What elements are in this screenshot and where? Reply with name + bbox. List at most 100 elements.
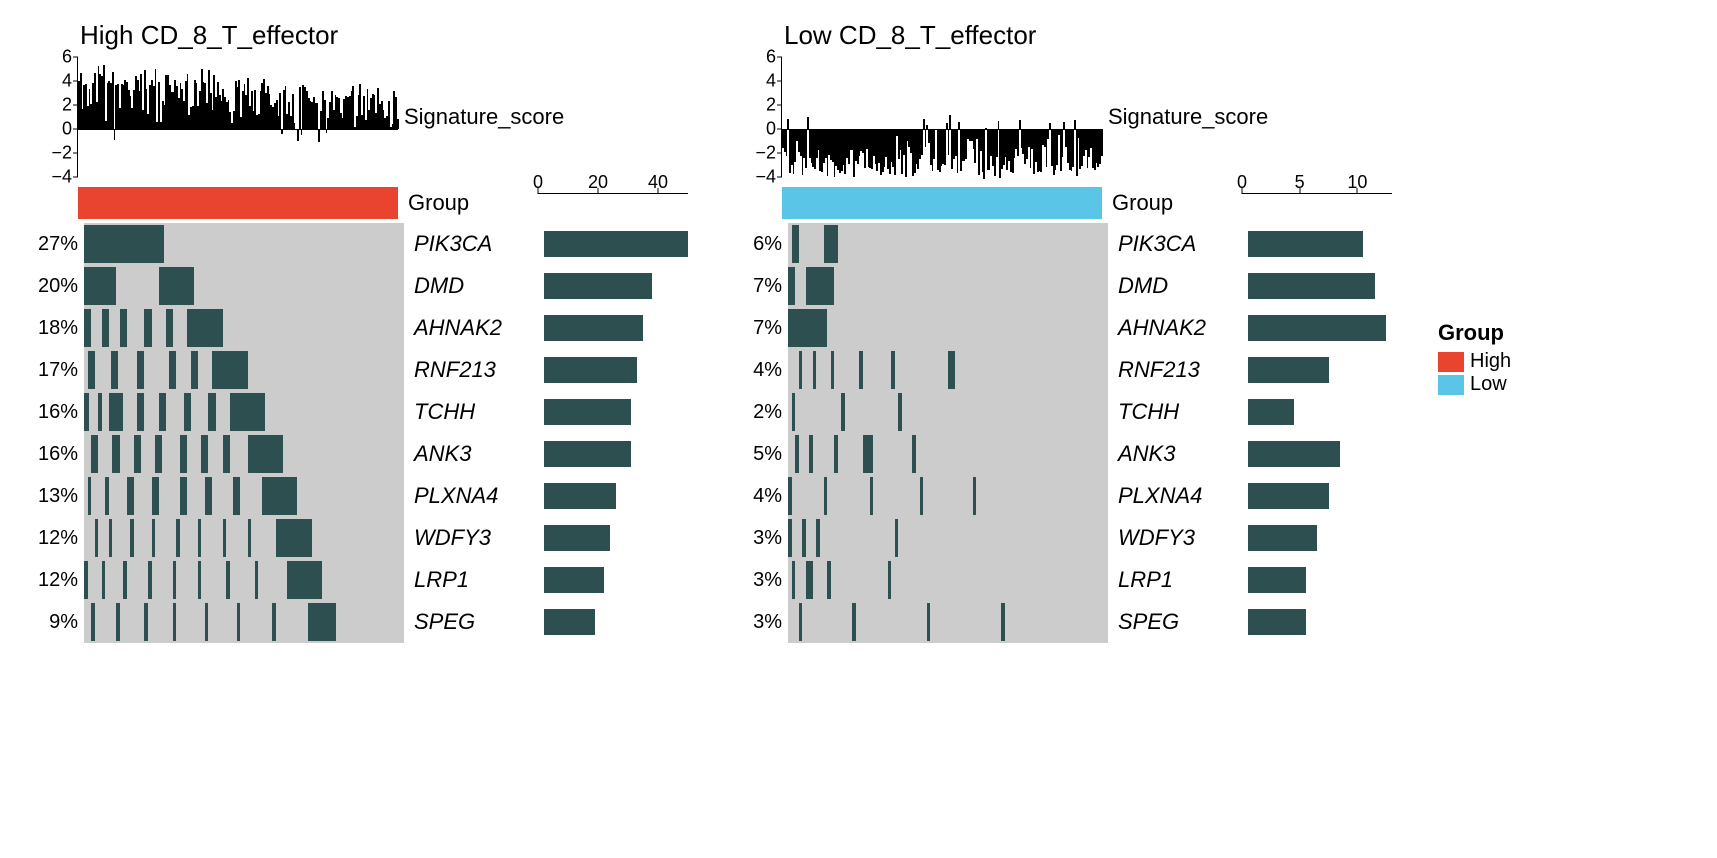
- mutation-cell: [223, 435, 230, 473]
- mutation-cell: [152, 477, 159, 515]
- mutation-percentage: 13%: [20, 475, 84, 517]
- gene-row: 12%WDFY3: [20, 517, 694, 559]
- gene-name: WDFY3: [404, 517, 524, 559]
- mutation-cell: [212, 351, 248, 389]
- waterfall-track: [84, 265, 404, 307]
- mutation-percentage: 27%: [20, 223, 84, 265]
- mutation-cell: [912, 435, 916, 473]
- mutation-cell: [137, 351, 144, 389]
- count-bar-cell: [544, 391, 694, 433]
- gene-row: 9%SPEG: [20, 601, 694, 643]
- mutation-percentage: 7%: [724, 265, 788, 307]
- count-bar: [1248, 483, 1329, 509]
- gene-name: AHNAK2: [1108, 307, 1228, 349]
- mutation-cell: [205, 477, 212, 515]
- signature-y-axis: −4−20246: [724, 57, 782, 177]
- mutation-percentage: 3%: [724, 601, 788, 643]
- mutation-cell: [137, 393, 144, 431]
- gene-name: ANK3: [404, 433, 524, 475]
- mutation-percentage: 3%: [724, 559, 788, 601]
- gene-name: PLXNA4: [404, 475, 524, 517]
- gene-row: 12%LRP1: [20, 559, 694, 601]
- count-bar-cell: [544, 307, 694, 349]
- mutation-cell: [806, 561, 813, 599]
- mutation-cell: [226, 561, 230, 599]
- axis-tick-label: −4: [755, 167, 776, 188]
- count-bar-cell: [1248, 307, 1398, 349]
- mutation-cell: [809, 435, 813, 473]
- mutation-cell: [88, 477, 92, 515]
- waterfall-track: [788, 601, 1108, 643]
- group-color-bar: [78, 187, 398, 219]
- mutation-cell: [841, 393, 845, 431]
- legend-label: Low: [1470, 373, 1507, 396]
- gene-row: 7%DMD: [724, 265, 1398, 307]
- group-legend: Group HighLow: [1438, 320, 1511, 396]
- mutation-cell: [198, 561, 202, 599]
- mutation-cell: [130, 519, 134, 557]
- waterfall-track: [788, 391, 1108, 433]
- axis-tick-label: 4: [62, 71, 72, 92]
- count-bar-cell: [1248, 559, 1398, 601]
- mutation-cell: [788, 519, 792, 557]
- mutation-cell: [863, 435, 874, 473]
- mutation-percentage: 17%: [20, 349, 84, 391]
- mutation-cell: [816, 519, 820, 557]
- mutation-cell: [262, 477, 298, 515]
- count-bar-cell: [544, 601, 694, 643]
- oncoprint-figure: High CD_8_T_effector−4−20246Signature_sc…: [20, 20, 1697, 643]
- mutation-cell: [870, 477, 874, 515]
- mutation-cell: [169, 351, 176, 389]
- mutation-cell: [112, 435, 119, 473]
- mutation-cell: [144, 309, 151, 347]
- mutation-cell: [95, 519, 99, 557]
- mutation-cell: [824, 477, 828, 515]
- mutation-cell: [84, 267, 116, 305]
- gene-row: 4%RNF213: [724, 349, 1398, 391]
- waterfall-track: [84, 559, 404, 601]
- mutation-cell: [120, 309, 127, 347]
- gene-row: 7%AHNAK2: [724, 307, 1398, 349]
- legend-title: Group: [1438, 320, 1511, 346]
- mutation-cell: [895, 519, 899, 557]
- count-bar: [1248, 315, 1386, 341]
- legend-item: High: [1438, 350, 1511, 373]
- waterfall-track: [788, 517, 1108, 559]
- waterfall-track: [788, 223, 1108, 265]
- mutation-cell: [84, 393, 89, 431]
- count-bar-cell: [544, 265, 694, 307]
- mutation-cell: [144, 603, 148, 641]
- count-bar-cell: [544, 559, 694, 601]
- legend-item: Low: [1438, 373, 1511, 396]
- count-bar-cell: [1248, 433, 1398, 475]
- axis-tick-label: 0: [62, 119, 72, 140]
- mutation-cell: [173, 561, 177, 599]
- gene-row: 18%AHNAK2: [20, 307, 694, 349]
- count-bar-cell: [1248, 601, 1398, 643]
- mutation-cell: [205, 603, 209, 641]
- mutation-cell: [255, 561, 259, 599]
- mutation-cell: [272, 603, 276, 641]
- mutation-cell: [134, 435, 141, 473]
- count-bar: [544, 525, 610, 551]
- mutation-cell: [852, 603, 856, 641]
- count-bar: [1248, 231, 1363, 257]
- mutation-cell: [102, 309, 109, 347]
- mutation-cell: [184, 393, 191, 431]
- mutation-cell: [1001, 603, 1005, 641]
- mutation-cell: [98, 393, 102, 431]
- waterfall-track: [788, 265, 1108, 307]
- mutation-percentage: 2%: [724, 391, 788, 433]
- count-bar-cell: [544, 433, 694, 475]
- mutation-cell: [799, 351, 803, 389]
- mutation-cell: [91, 603, 95, 641]
- mutation-cell: [201, 435, 208, 473]
- mutation-cell: [802, 519, 806, 557]
- mutation-cell: [948, 351, 955, 389]
- group-color-bar: [782, 187, 1102, 219]
- count-bar: [544, 315, 643, 341]
- gene-row: 16%ANK3: [20, 433, 694, 475]
- count-bar-cell: [544, 475, 694, 517]
- count-bar: [544, 357, 637, 383]
- axis-tick-label: 0: [766, 119, 776, 140]
